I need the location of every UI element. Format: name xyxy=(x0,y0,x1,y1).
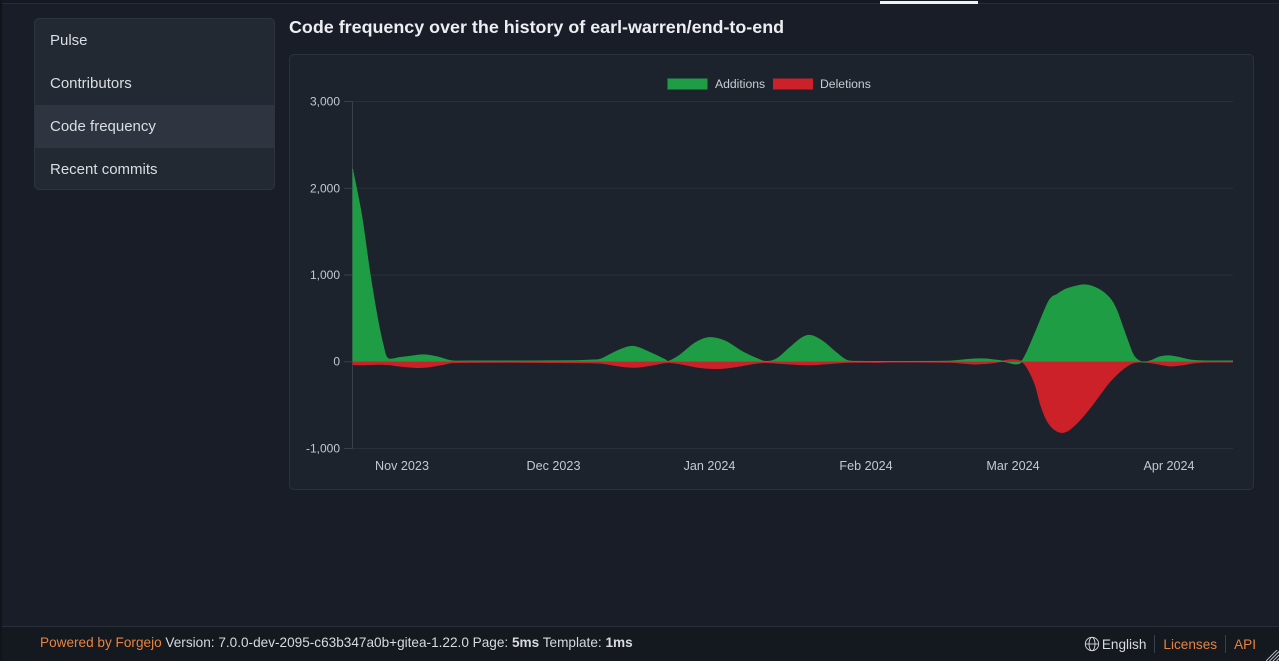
svg-text:0: 0 xyxy=(333,355,340,369)
svg-text:Dec 2023: Dec 2023 xyxy=(527,459,581,473)
svg-text:-1,000: -1,000 xyxy=(306,442,340,456)
svg-text:Deletions: Deletions xyxy=(820,77,871,91)
svg-text:Feb 2024: Feb 2024 xyxy=(839,459,892,473)
svg-text:Mar 2024: Mar 2024 xyxy=(986,459,1039,473)
svg-text:Additions: Additions xyxy=(715,77,765,91)
svg-text:2,000: 2,000 xyxy=(310,181,340,195)
svg-text:3,000: 3,000 xyxy=(310,95,340,109)
svg-text:Nov 2023: Nov 2023 xyxy=(375,459,429,473)
svg-text:Jan 2024: Jan 2024 xyxy=(684,459,736,473)
svg-text:Apr 2024: Apr 2024 xyxy=(1143,459,1194,473)
svg-text:1,000: 1,000 xyxy=(310,268,340,282)
